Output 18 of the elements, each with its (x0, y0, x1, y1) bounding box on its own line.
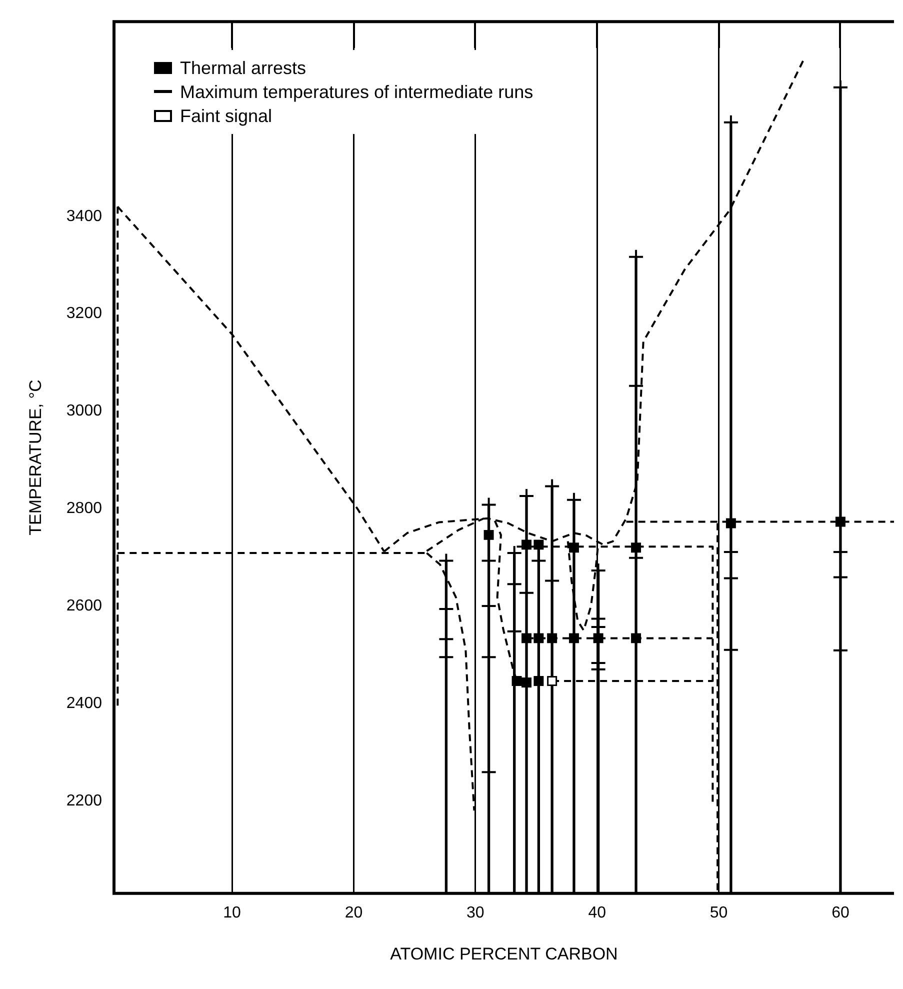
y-axis-title: TEMPERATURE, °C (26, 380, 45, 536)
y-tick-label: 3200 (66, 305, 102, 322)
x-tick-label: 40 (588, 904, 606, 922)
x-tick-label: 20 (344, 904, 363, 922)
x-tick-label: 50 (710, 904, 728, 922)
x-tick-label: 60 (832, 904, 850, 922)
y-tick-label: 3400 (66, 208, 102, 225)
y-tick-label: 2400 (66, 694, 102, 712)
y-tick-label: 2800 (66, 500, 102, 518)
legend-label: Faint signal (180, 104, 272, 128)
x-tick-label: 10 (223, 904, 242, 922)
y-tick-label: 3000 (66, 402, 102, 420)
legend-label: Maximum temperatures of intermediate runs (180, 80, 534, 104)
x-tick-label: 30 (466, 904, 484, 922)
y-tick-label: 2600 (66, 597, 102, 614)
y-tick-label: 2200 (66, 792, 102, 810)
x-axis-title: ATOMIC PERCENT CARBON (390, 944, 618, 964)
legend-label: Thermal arrests (180, 56, 306, 80)
